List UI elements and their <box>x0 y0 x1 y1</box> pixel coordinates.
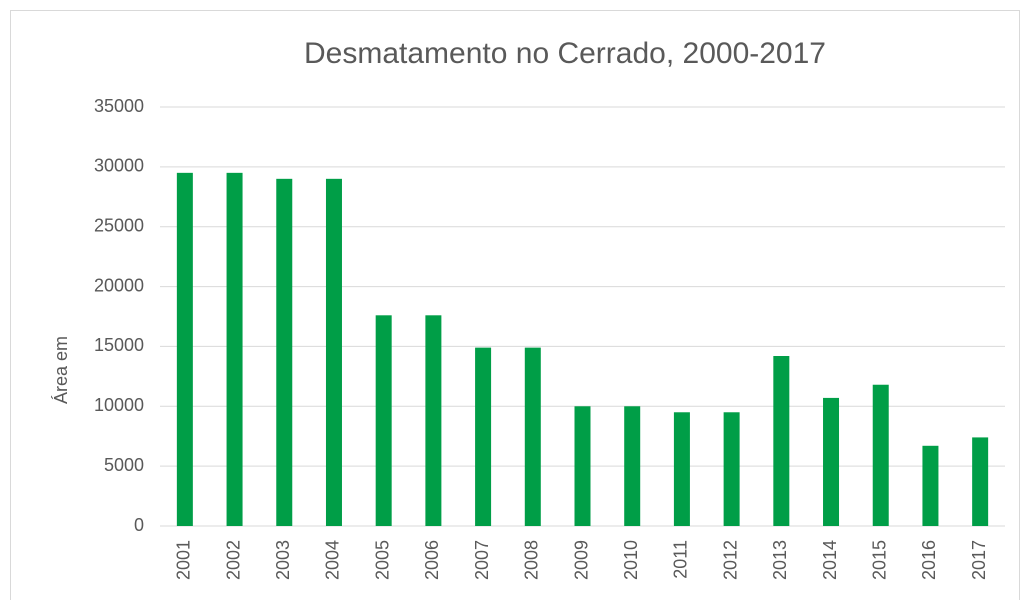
x-tick-label: 2016 <box>919 540 939 580</box>
bar <box>475 347 492 526</box>
y-tick-label: 5000 <box>104 455 144 475</box>
x-tick-label: 2006 <box>422 540 442 580</box>
bar <box>176 172 193 527</box>
y-tick-label: 25000 <box>94 215 144 235</box>
bar <box>673 412 690 526</box>
bar <box>922 445 939 526</box>
chart-border <box>10 10 1020 600</box>
y-axis-label: Área em <box>51 336 71 404</box>
x-tick-label: 2015 <box>869 540 889 580</box>
bar <box>325 178 342 527</box>
x-tick-label: 2012 <box>720 540 740 580</box>
y-tick-label: 10000 <box>94 395 144 415</box>
x-tick-label: 2005 <box>372 540 392 580</box>
x-tick-label: 2004 <box>323 540 343 580</box>
bar <box>276 178 293 527</box>
bar <box>425 315 442 526</box>
x-tick-label: 2007 <box>472 540 492 580</box>
x-tick-label: 2003 <box>273 540 293 580</box>
y-tick-label: 20000 <box>94 275 144 295</box>
x-tick-label: 2009 <box>571 540 591 580</box>
x-tick-label: 2014 <box>820 540 840 580</box>
bar <box>624 406 641 526</box>
x-tick-label: 2010 <box>621 540 641 580</box>
bar <box>524 347 541 526</box>
chart-title: Desmatamento no Cerrado, 2000-2017 <box>304 37 826 70</box>
bar <box>375 315 392 526</box>
x-tick-label: 2001 <box>174 540 194 580</box>
x-tick-label: 2011 <box>671 540 691 579</box>
y-tick-label: 15000 <box>94 335 144 355</box>
bar <box>574 406 591 526</box>
bar <box>872 384 889 526</box>
bar <box>226 172 243 527</box>
x-tick-label: 2017 <box>969 540 989 580</box>
bar <box>972 437 989 526</box>
y-tick-label: 35000 <box>94 96 144 116</box>
bar <box>823 397 840 526</box>
x-tick-label: 2013 <box>770 540 790 580</box>
y-tick-label: 0 <box>134 515 144 535</box>
bar <box>723 412 740 526</box>
x-tick-label: 2002 <box>223 540 243 580</box>
y-tick-label: 30000 <box>94 156 144 176</box>
bar <box>773 356 790 526</box>
x-tick-label: 2008 <box>522 540 542 580</box>
